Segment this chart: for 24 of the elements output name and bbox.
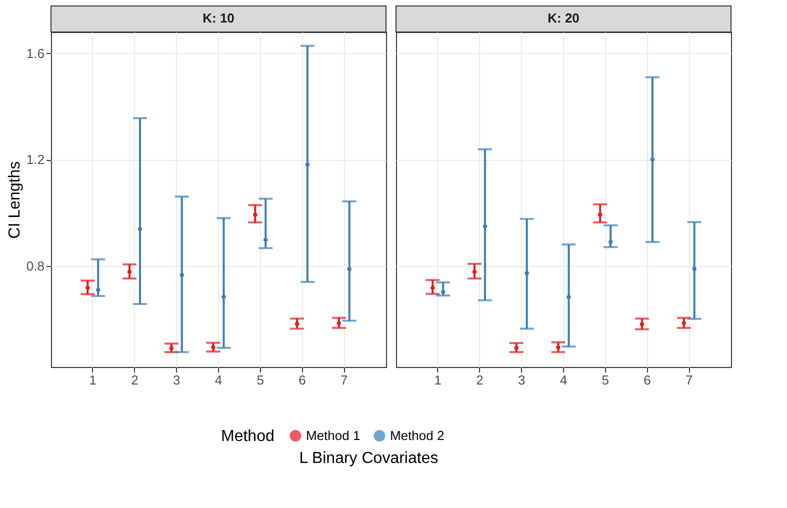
y-tick-label: 1.6 xyxy=(26,46,44,61)
x-axis-title: L Binary Covariates xyxy=(299,450,438,467)
x-tick-label: 1 xyxy=(434,372,442,388)
y-tick-label: 1.2 xyxy=(26,152,44,168)
x-tick-label: 2 xyxy=(131,372,138,388)
y-axis-title: CI Lengths xyxy=(6,161,24,239)
x-tick-label: 3 xyxy=(518,372,526,388)
x-tick-label: 5 xyxy=(256,372,264,388)
legend-label: Method 1 xyxy=(306,428,360,443)
x-tick-label: 2 xyxy=(476,372,484,388)
x-tick-label: 7 xyxy=(686,372,693,388)
x-tick-label: 5 xyxy=(602,372,609,388)
legend-title: Method xyxy=(221,428,274,445)
legend-label: Method 2 xyxy=(390,428,444,443)
x-tick-label: 6 xyxy=(644,372,651,388)
x-tick-label: 4 xyxy=(560,372,568,388)
x-tick-label: 6 xyxy=(298,372,306,388)
x-tick-label: 3 xyxy=(173,372,180,388)
x-tick-label: 1 xyxy=(89,372,96,388)
x-tick-label: 7 xyxy=(340,372,348,388)
chart-title: K: 10 xyxy=(202,10,234,26)
chart-title: K: 20 xyxy=(548,10,580,26)
y-tick-label: 0.8 xyxy=(26,258,44,274)
x-tick-label: 4 xyxy=(214,372,222,388)
